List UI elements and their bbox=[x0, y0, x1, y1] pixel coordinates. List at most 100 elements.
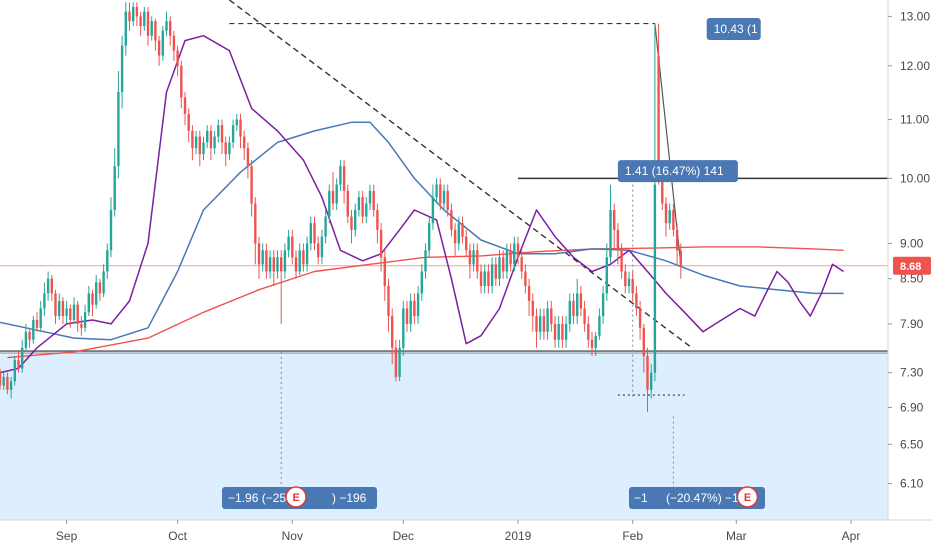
candle-body bbox=[76, 304, 79, 324]
candle bbox=[102, 264, 105, 298]
x-tick-label: Dec bbox=[393, 529, 414, 543]
candle bbox=[420, 264, 423, 301]
candle-body bbox=[442, 190, 446, 204]
candle bbox=[317, 236, 320, 265]
candle-body bbox=[61, 300, 65, 317]
event-marker-label: E bbox=[744, 492, 751, 504]
candle bbox=[161, 25, 164, 61]
candle-body bbox=[372, 190, 375, 211]
candle bbox=[627, 271, 631, 294]
candle-body bbox=[487, 271, 490, 287]
candle-body bbox=[228, 142, 231, 155]
candle bbox=[613, 203, 616, 251]
candle-body bbox=[520, 257, 523, 272]
candle-body bbox=[283, 250, 287, 272]
candle bbox=[354, 203, 357, 237]
candle-body bbox=[187, 113, 190, 131]
candle-body bbox=[502, 257, 505, 272]
candle-body bbox=[650, 372, 653, 390]
candle-body bbox=[624, 271, 627, 287]
candle bbox=[550, 300, 553, 332]
candle-body bbox=[6, 376, 9, 390]
candle-body bbox=[601, 293, 605, 317]
candle bbox=[265, 243, 268, 279]
candle bbox=[405, 300, 409, 332]
candle-body bbox=[524, 271, 527, 287]
candle-body bbox=[224, 142, 227, 155]
candle-body bbox=[357, 197, 361, 211]
candle bbox=[180, 60, 183, 109]
candle bbox=[339, 160, 342, 191]
measure-box-nov-text2: ) −196 bbox=[332, 491, 367, 505]
candle-body bbox=[546, 308, 549, 332]
price-axis-bg bbox=[888, 0, 932, 550]
candle-body bbox=[243, 136, 246, 149]
candle bbox=[32, 316, 35, 344]
candle-body bbox=[180, 65, 183, 98]
candle bbox=[587, 316, 590, 348]
candle-body bbox=[117, 92, 120, 167]
candle bbox=[368, 184, 372, 211]
candle-body bbox=[579, 293, 583, 309]
measure-box-mar-text2: (−20.47%) −144 bbox=[666, 491, 752, 505]
candle-body bbox=[539, 316, 542, 332]
candle-body bbox=[583, 308, 586, 324]
measure-box-feb: 1.41 (16.47%) 141 bbox=[617, 160, 738, 183]
candle bbox=[568, 293, 571, 332]
candle-body bbox=[80, 323, 83, 328]
candle bbox=[113, 148, 116, 217]
candle bbox=[402, 300, 405, 356]
candle bbox=[91, 289, 94, 317]
x-tick-label: 2019 bbox=[505, 529, 532, 543]
candle bbox=[675, 223, 679, 265]
candle-body bbox=[383, 257, 386, 287]
measure-box-top-text: 10.43 (1 bbox=[714, 22, 758, 36]
event-marker-circle bbox=[736, 486, 759, 508]
candle bbox=[76, 300, 79, 332]
candle bbox=[213, 130, 216, 155]
candle-body bbox=[387, 286, 390, 317]
candle bbox=[106, 243, 109, 279]
candle bbox=[383, 250, 386, 301]
candle-body bbox=[268, 257, 272, 272]
candle bbox=[553, 316, 557, 348]
candle-body bbox=[391, 316, 394, 348]
candle bbox=[372, 184, 375, 217]
candle-body bbox=[446, 190, 449, 211]
candle bbox=[620, 243, 623, 279]
candle bbox=[50, 275, 53, 301]
candle-body bbox=[405, 308, 409, 324]
candle bbox=[98, 278, 102, 301]
candle-body bbox=[239, 119, 242, 137]
candle bbox=[109, 197, 113, 258]
measure-box-feb-text: 1.41 (16.47%) 141 bbox=[625, 164, 724, 178]
candle bbox=[416, 286, 420, 324]
candle bbox=[531, 293, 534, 332]
candle-body bbox=[675, 229, 679, 251]
candle bbox=[446, 184, 449, 217]
candle bbox=[220, 119, 224, 155]
candle bbox=[516, 236, 520, 265]
candle-body bbox=[83, 312, 87, 328]
candle bbox=[261, 243, 264, 272]
candle bbox=[320, 229, 324, 265]
candle bbox=[413, 293, 416, 324]
candle-body bbox=[627, 278, 631, 287]
candle bbox=[379, 223, 383, 272]
candle bbox=[54, 289, 57, 324]
candle-body bbox=[672, 210, 675, 230]
candle bbox=[0, 368, 2, 390]
candle bbox=[572, 293, 575, 324]
candle bbox=[313, 216, 316, 251]
candle bbox=[394, 339, 398, 382]
candle bbox=[357, 190, 361, 217]
measure-box-nov-text1: −1.96 (−25.9 bbox=[228, 491, 296, 505]
candle-body bbox=[479, 271, 483, 287]
candle bbox=[590, 331, 594, 356]
candle-body bbox=[394, 347, 398, 377]
candle-body bbox=[531, 300, 534, 317]
candle-body bbox=[564, 323, 568, 340]
candle bbox=[21, 339, 24, 373]
candle-body bbox=[161, 30, 164, 56]
